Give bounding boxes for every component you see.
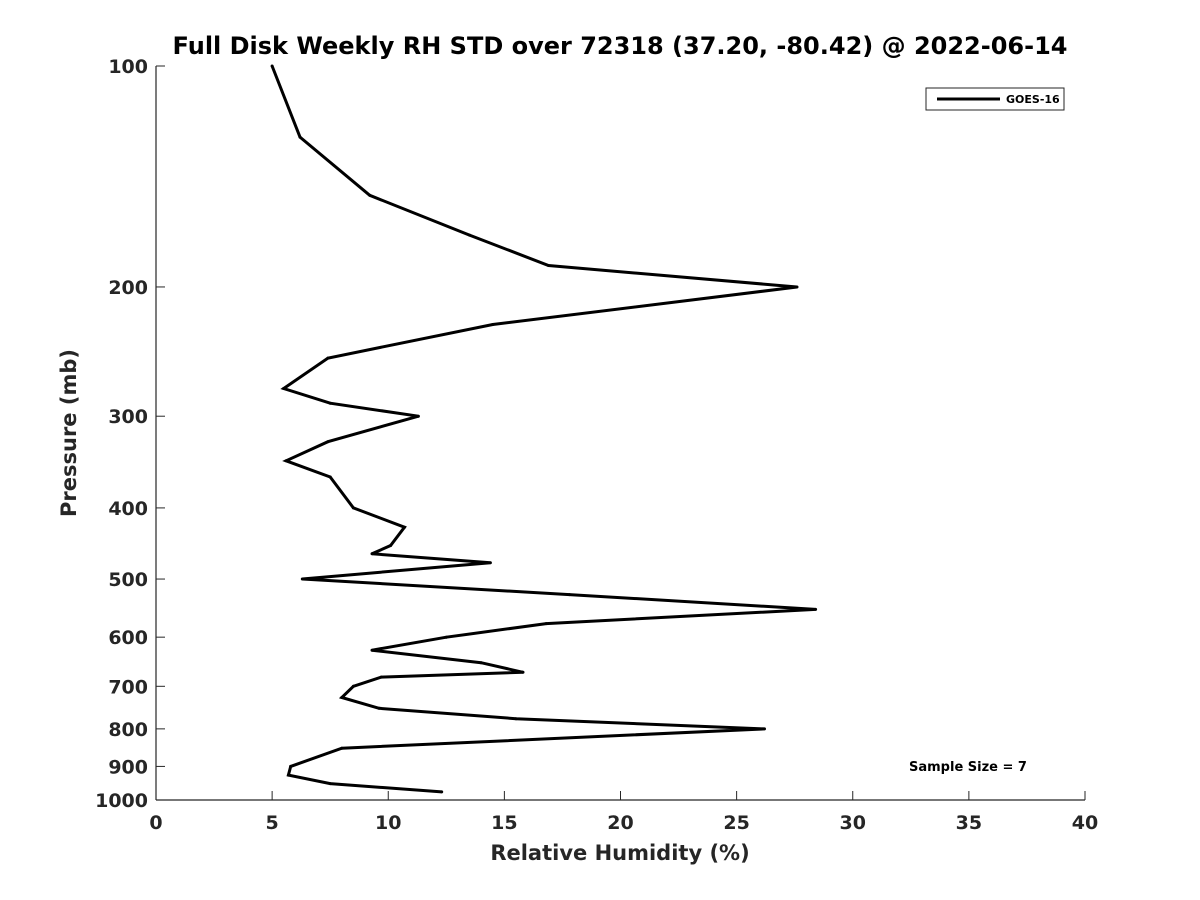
- y-tick-label: 600: [108, 627, 148, 649]
- y-tick-label: 900: [108, 756, 148, 778]
- y-tick-label: 400: [108, 498, 148, 520]
- data-point: [326, 356, 330, 360]
- sample-size-annotation: Sample Size = 7: [909, 760, 1027, 775]
- data-point: [340, 746, 344, 750]
- y-tick-label: 200: [108, 277, 148, 299]
- x-tick-label: 25: [723, 812, 749, 834]
- data-point: [328, 401, 332, 405]
- data-point: [444, 635, 448, 639]
- data-point: [370, 648, 374, 652]
- data-point: [328, 475, 332, 479]
- data-point: [521, 670, 525, 674]
- data-point: [328, 782, 332, 786]
- data-point: [491, 323, 495, 326]
- x-tick-label: 35: [956, 812, 982, 834]
- data-point: [389, 544, 393, 547]
- y-tick-label: 300: [108, 406, 148, 428]
- y-axis-ticks: 100 200 300 400 500 600 700 800 900 1000: [95, 56, 165, 812]
- data-point: [368, 193, 372, 197]
- y-tick-label: 1000: [95, 790, 148, 812]
- data-point: [379, 675, 383, 679]
- data-point: [282, 387, 286, 390]
- y-tick-label: 700: [108, 676, 148, 698]
- data-point: [403, 525, 406, 529]
- data-point: [514, 717, 518, 721]
- data-point: [284, 459, 288, 463]
- data-point: [377, 706, 381, 710]
- data-point: [289, 764, 293, 768]
- y-axis-label: Pressure (mb): [57, 349, 81, 517]
- series-line-goes16: [270, 65, 816, 794]
- x-tick-label: 15: [491, 812, 517, 834]
- chart-title: Full Disk Weekly RH STD over 72318 (37.2…: [173, 32, 1068, 60]
- legend-label-goes16: GOES-16: [1006, 93, 1060, 106]
- data-point: [351, 684, 355, 688]
- data-point: [488, 561, 492, 565]
- data-point: [300, 577, 304, 581]
- data-point: [286, 773, 290, 777]
- data-point: [763, 727, 766, 731]
- data-point: [468, 233, 471, 237]
- y-tick-label: 500: [108, 569, 148, 591]
- data-point: [326, 440, 330, 444]
- data-point: [795, 285, 799, 289]
- x-tick-label: 30: [840, 812, 866, 834]
- data-point: [370, 552, 374, 556]
- legend: GOES-16: [925, 87, 1065, 111]
- data-point: [544, 622, 548, 626]
- x-axis-label: Relative Humidity (%): [490, 841, 749, 865]
- data-point: [416, 414, 420, 418]
- data-point: [340, 696, 344, 699]
- x-axis-ticks: 0 5 10 15 20 25 30 35 40: [149, 791, 1098, 834]
- data-point: [567, 593, 571, 597]
- data-point: [479, 661, 483, 665]
- x-tick-label: 20: [607, 812, 633, 834]
- data-point: [351, 506, 355, 510]
- data-point: [440, 790, 444, 794]
- x-tick-label: 5: [266, 812, 279, 834]
- data-point: [270, 64, 274, 68]
- x-tick-label: 10: [375, 812, 401, 834]
- x-tick-label: 40: [1072, 812, 1098, 834]
- y-tick-label: 100: [108, 56, 148, 78]
- y-tick-label: 800: [108, 719, 148, 741]
- data-point: [298, 135, 302, 139]
- data-point: [814, 607, 818, 611]
- series-layer: [270, 64, 818, 794]
- x-tick-label: 0: [149, 812, 162, 834]
- data-point: [547, 264, 550, 267]
